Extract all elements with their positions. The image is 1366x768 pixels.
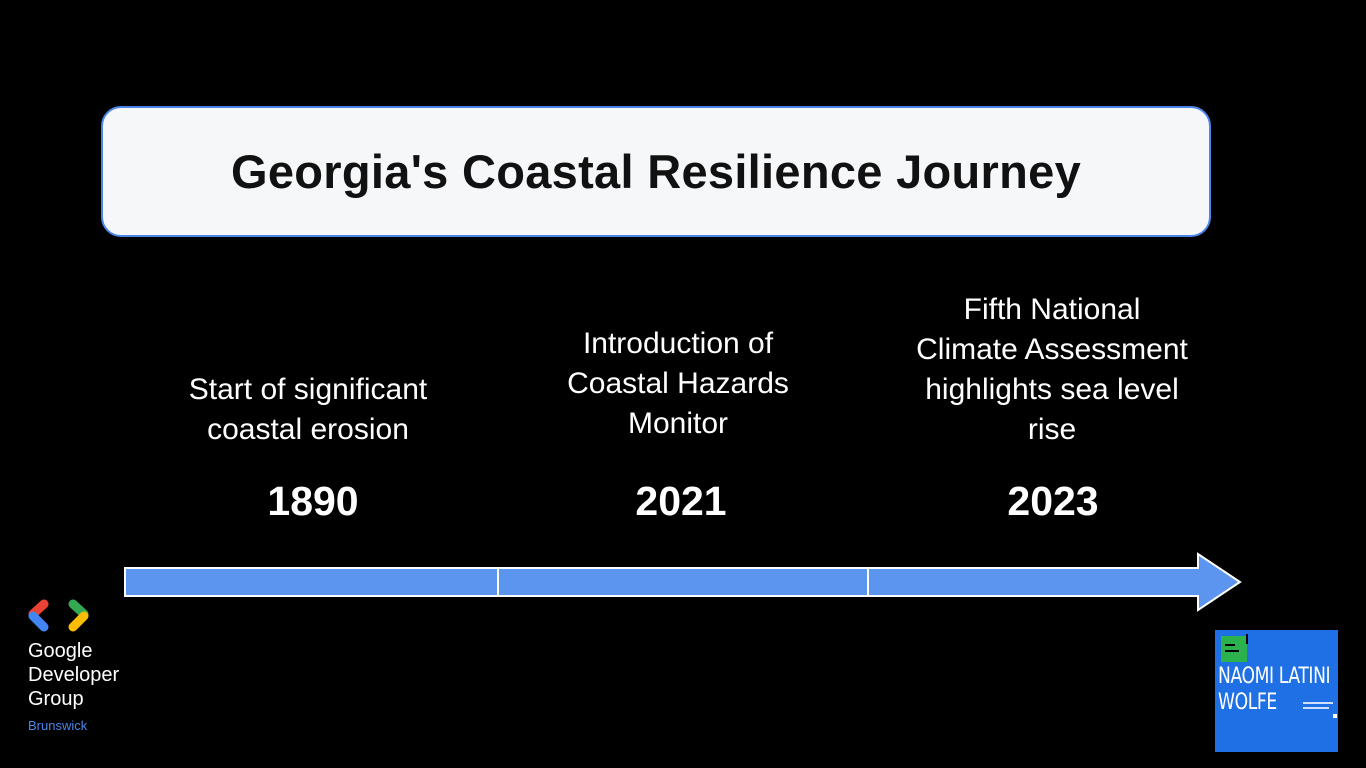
google-developer-groups-icon — [28, 599, 89, 632]
event-description: Start of significant coastal erosion — [138, 370, 478, 450]
gdg-name-line: Group — [28, 688, 84, 710]
timeline-event-3: Fifth National Climate Assessment highli… — [882, 290, 1222, 450]
gdg-name-line: Google — [28, 640, 93, 662]
timeline-arrow-icon — [124, 552, 1242, 612]
badge-dot — [1333, 714, 1337, 718]
timeline-event-1: Start of significant coastal erosion — [138, 370, 478, 450]
gdg-chapter: Brunswick — [28, 718, 88, 733]
event-description: Fifth National Climate Assessment highli… — [882, 290, 1222, 450]
event-description-line: Fifth National — [963, 293, 1141, 326]
event-description-line: highlights sea level — [925, 373, 1179, 406]
badge-logo-mark — [1225, 650, 1239, 652]
gdg-name-line: Developer — [28, 664, 120, 686]
badge-fine-print — [1303, 702, 1333, 704]
timeline-event-2: Introduction of Coastal Hazards Monitor — [508, 324, 848, 444]
speaker-name: NAOMI LATINI WOLFE — [1218, 664, 1331, 716]
event-year-2: 2021 — [635, 478, 727, 524]
speaker-name-line: WOLFE — [1218, 690, 1277, 715]
event-description-line: Climate Assessment — [916, 333, 1188, 366]
page-title: Georgia's Coastal Resilience Journey — [230, 145, 1082, 198]
badge-logo-mark — [1225, 644, 1235, 646]
event-description-line: Introduction of — [582, 327, 774, 360]
title-box: Georgia's Coastal Resilience Journey — [101, 106, 1211, 237]
timeline-arrow — [120, 550, 1250, 616]
event-description-line: Start of significant — [188, 373, 428, 406]
gdg-branding: Google Developer Group Brunswick — [28, 598, 148, 733]
event-description-line: Coastal Hazards — [567, 367, 789, 400]
event-description: Introduction of Coastal Hazards Monitor — [508, 324, 848, 444]
badge-logo-icon — [1221, 636, 1247, 662]
badge-logo-mark — [1246, 634, 1248, 644]
event-year-3: 2023 — [1007, 478, 1099, 524]
event-description-line: coastal erosion — [207, 413, 409, 446]
event-description-line: rise — [1027, 413, 1077, 446]
arrow-shape — [124, 552, 1242, 612]
badge-fine-print — [1303, 707, 1329, 709]
event-year-1: 1890 — [267, 478, 359, 524]
speaker-badge: NAOMI LATINI WOLFE — [1215, 630, 1338, 752]
event-description-line: Monitor — [627, 407, 729, 440]
speaker-name-line: NAOMI LATINI — [1218, 664, 1331, 689]
